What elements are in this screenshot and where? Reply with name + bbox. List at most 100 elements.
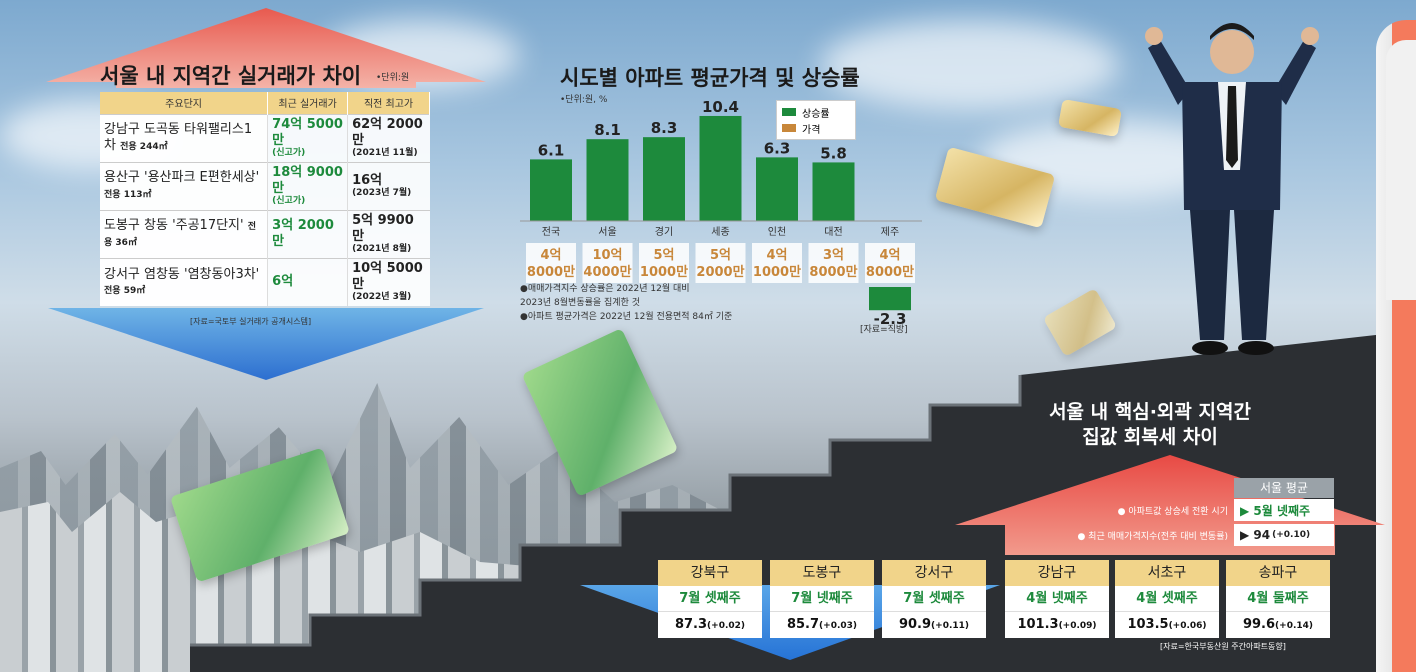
bar-value-label: 8.3 [651, 119, 678, 137]
prev-note: (2022년 3월) [352, 292, 412, 303]
price-label: 1000만 [753, 264, 801, 280]
price-label: 1000만 [640, 264, 688, 280]
chart-bar [812, 162, 855, 221]
index-change: (+0.10) [1272, 530, 1311, 540]
district-change: (+0.06) [1168, 621, 1207, 631]
district-name: 강남구 [1005, 560, 1109, 586]
price-label: 3억 [823, 248, 844, 263]
complex-area: 전용 244㎡ [120, 142, 168, 152]
panel1-source: [자료=국토부 실거래가 공개시스템] [190, 317, 312, 326]
prev-note: (2021년 11월) [352, 148, 418, 159]
panel2-unit: •단위:원, % [560, 95, 608, 105]
chart-bar [699, 115, 742, 221]
transaction-table: 주요단지 최근 실거래가 직전 최고가 강남구 도곡동 타워팰리스1차 전용 2… [100, 92, 430, 306]
complex-name: 강서구 염창동 '염창동아3차' [104, 266, 260, 282]
district-change: (+0.11) [931, 621, 970, 631]
legend-swatch-rate [782, 108, 796, 116]
legend-label: 가격 [802, 124, 821, 136]
price-cell [752, 243, 802, 283]
complex-name: 강남구 도곡동 타워팰리스1차 [104, 122, 253, 153]
category-label: 인천 [768, 226, 786, 238]
panel2-title: 시도별 아파트 평균가격 및 상승률 [560, 66, 860, 90]
complex-area: 전용 36㎡ [104, 222, 257, 248]
district-week: 4월 넷째주 [1005, 586, 1109, 612]
category-label: 서울 [598, 226, 616, 238]
category-label: 대전 [824, 226, 842, 238]
price-label: 2000만 [696, 264, 744, 280]
price-label: 10억 [592, 248, 622, 263]
seoul-average-header: 서울 평균 [1234, 478, 1334, 498]
bar-value-label: 6.1 [538, 141, 565, 159]
district-week: 7월 셋째주 [658, 586, 762, 612]
table-row: 강남구 도곡동 타워팰리스1차 전용 244㎡ 74억 5000만 (신고가) 6… [100, 113, 430, 162]
table-header: 주요단지 [100, 92, 269, 114]
row-label: ● 최근 매매가격지수(전주 대비 변동률) [1077, 531, 1228, 542]
decorative-bar [1376, 20, 1416, 672]
legend-label: 상승률 [802, 108, 830, 120]
category-label: 세종 [711, 226, 729, 238]
price-label: 5억 [710, 248, 731, 263]
district-index: 87.3 [674, 617, 708, 632]
table-header: 직전 최고가 [347, 92, 430, 114]
bar-value-label: 8.1 [594, 121, 621, 139]
chart-bar [643, 137, 685, 221]
table-row: 강서구 염창동 '염창동아3차' 전용 59㎡ 6억 10억 5000만 (202… [100, 257, 430, 306]
seoul-row-turnaround: ● 아파트값 상승세 전환 시기 ▶ 5월 넷째주 [1002, 499, 1334, 521]
district-index: 103.5 [1127, 617, 1169, 632]
up-arrow-shape [46, 8, 486, 88]
bar-value-label: 5.8 [820, 144, 847, 162]
district-index-cell: 87.3(+0.02) [658, 612, 762, 638]
complex-area: 전용 59㎡ [104, 286, 146, 297]
panel3-title-line1: 서울 내 핵심·외곽 지역간 [1049, 401, 1251, 423]
table-row: 용산구 '용산파크 E편한세상' 전용 113㎡ 18억 9000만 (신고가) … [100, 161, 430, 210]
chart-bar [530, 159, 572, 221]
district-week: 7월 넷째주 [770, 586, 874, 612]
prev-price: 10억 5000만 [352, 261, 423, 292]
complex-name: 도봉구 창동 '주공17단지' [104, 218, 244, 234]
price-cell [639, 243, 689, 283]
panel1-title: 서울 내 지역간 실거래가 차이 [100, 64, 362, 88]
prev-price: 5억 9900만 [352, 213, 414, 244]
prev-note: (2023년 7월) [352, 188, 412, 199]
price-cell [695, 243, 746, 283]
district-change: (+0.14) [1275, 621, 1314, 631]
district-week: 4월 둘째주 [1226, 586, 1330, 612]
district-index: 99.6 [1242, 617, 1276, 632]
chart-legend: 상승률 가격 [776, 100, 856, 140]
district-index: 90.9 [898, 617, 932, 632]
district-index-cell: 101.3(+0.09) [1005, 612, 1109, 638]
district-box: 강서구 7월 셋째주 90.9(+0.11) [882, 560, 986, 638]
row-label: ● 아파트값 상승세 전환 시기 [1117, 506, 1228, 517]
district-name: 강북구 [658, 560, 762, 586]
chart-bar [869, 287, 911, 311]
cloud [820, 20, 1120, 110]
district-index-cell: 85.7(+0.03) [770, 612, 874, 638]
recent-price: 6억 [272, 274, 294, 290]
district-name: 서초구 [1115, 560, 1219, 586]
row-value: ▶ 5월 넷째주 [1234, 499, 1334, 521]
price-label: 4억 [540, 248, 561, 263]
district-name: 강서구 [882, 560, 986, 586]
panel2-source: [자료=직방] [860, 325, 908, 335]
note-line: ●매매가격지수 상승률은 2022년 12월 대비 [520, 284, 690, 294]
price-cell [808, 243, 859, 283]
district-index-cell: 99.6(+0.14) [1226, 612, 1330, 638]
seoul-row-index: ● 최근 매매가격지수(전주 대비 변동률) ▶ 94 (+0.10) [1002, 524, 1334, 546]
complex-area: 전용 113㎡ [104, 190, 152, 200]
district-box: 도봉구 7월 넷째주 85.7(+0.03) [770, 560, 874, 638]
district-box: 강북구 7월 셋째주 87.3(+0.02) [658, 560, 762, 638]
prev-note: (2021년 8월) [352, 244, 412, 255]
row-value: ▶ 94 (+0.10) [1234, 524, 1334, 546]
panel3-title-line2: 집값 회복세 차이 [1082, 426, 1218, 448]
district-box: 송파구 4월 둘째주 99.6(+0.14) [1226, 560, 1330, 638]
category-label: 경기 [655, 225, 673, 238]
category-label: 전국 [542, 226, 560, 238]
price-label: 4000만 [583, 264, 631, 280]
man-figure [1120, 10, 1350, 370]
recent-note: (신고가) [272, 196, 306, 207]
price-cell [526, 243, 576, 283]
district-box: 서초구 4월 셋째주 103.5(+0.06) [1115, 560, 1219, 638]
legend-swatch-price [782, 124, 796, 132]
district-index-cell: 103.5(+0.06) [1115, 612, 1219, 638]
